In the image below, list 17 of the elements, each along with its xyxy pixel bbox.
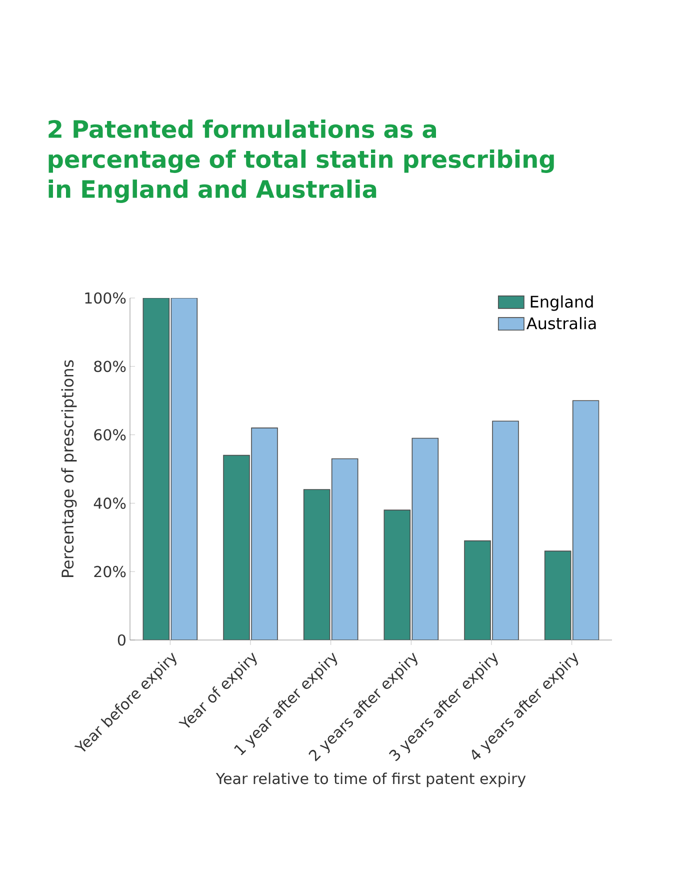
y-tick-label: 20% xyxy=(94,566,126,578)
chart-title: 2 Patented formulations as a percentage of total statin prescribing in England and Australia xyxy=(48,120,554,203)
y-tick-label: 40% xyxy=(94,498,126,509)
x-axis-title: Year relative to time of first patent expiry xyxy=(216,772,526,788)
bar xyxy=(384,510,411,640)
legend-label: Australia xyxy=(526,317,596,330)
y-axis-title: Percentage of prescriptions xyxy=(61,360,77,577)
bar xyxy=(223,454,250,640)
bar xyxy=(544,550,572,640)
bar xyxy=(142,298,170,640)
y-tick-label: 60% xyxy=(94,429,126,440)
y-tick-label: 0 xyxy=(118,634,126,646)
legend-label: England xyxy=(530,295,593,311)
y-tick-label: 80% xyxy=(94,360,126,372)
bar xyxy=(464,540,491,640)
bar xyxy=(303,489,330,640)
y-tick-label: 100% xyxy=(85,292,126,304)
